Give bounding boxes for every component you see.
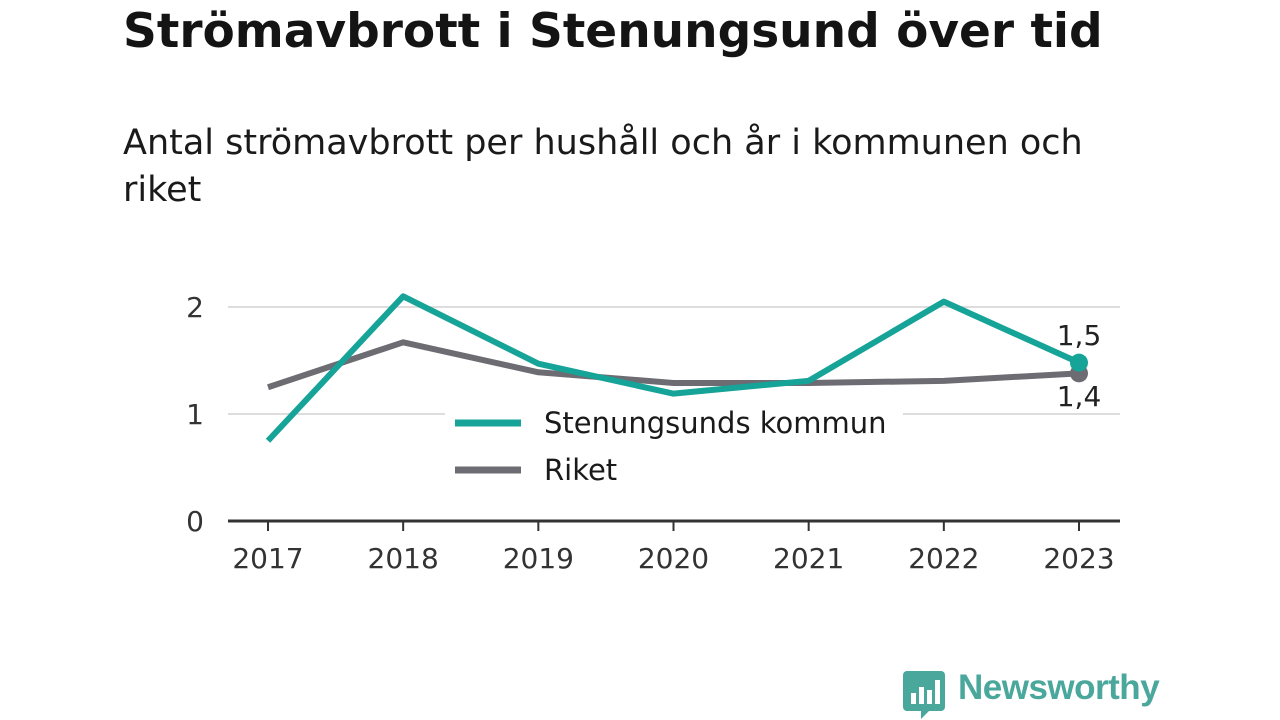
end-marker-kommun [1070,353,1088,372]
legend-label-0: Stenungsunds kommun [544,406,887,440]
chart-subtitle: Antal strömavbrott per hushåll och år i … [123,123,1083,210]
newsworthy-logo-icon [903,671,945,719]
series-line-0 [265,293,1081,443]
brand-name: Newsworthy [958,668,1160,707]
data-label-riket-2023: 1,4 [1057,380,1102,413]
y-tick-label-0: 0 [186,505,204,538]
x-tick-label-2019: 2019 [503,542,574,575]
end-markers: 1,5 1,4 [1057,319,1102,413]
x-tick-label-2018: 2018 [368,542,439,575]
legend: Stenungsunds kommun Riket [445,400,903,495]
legend-background [445,400,903,495]
chart-title: Strömavbrott i Stenungsund över tid [123,4,1103,59]
x-tick-label-2017: 2017 [232,542,303,575]
series-lines [265,293,1081,443]
x-tick-label-2023: 2023 [1043,542,1114,575]
y-tick-label-2: 2 [186,291,204,324]
x-tick-label-2022: 2022 [908,542,979,575]
data-label-kommun-2023: 1,5 [1057,319,1102,352]
axes: 0 1 2 2017 2018 2019 2020 2021 2022 2023 [186,291,1120,575]
legend-label-1: Riket [544,453,617,487]
series-line-1 [267,339,1080,391]
y-tick-label-1: 1 [186,398,204,431]
x-tick-label-2021: 2021 [773,542,844,575]
x-tick-label-2020: 2020 [638,542,709,575]
